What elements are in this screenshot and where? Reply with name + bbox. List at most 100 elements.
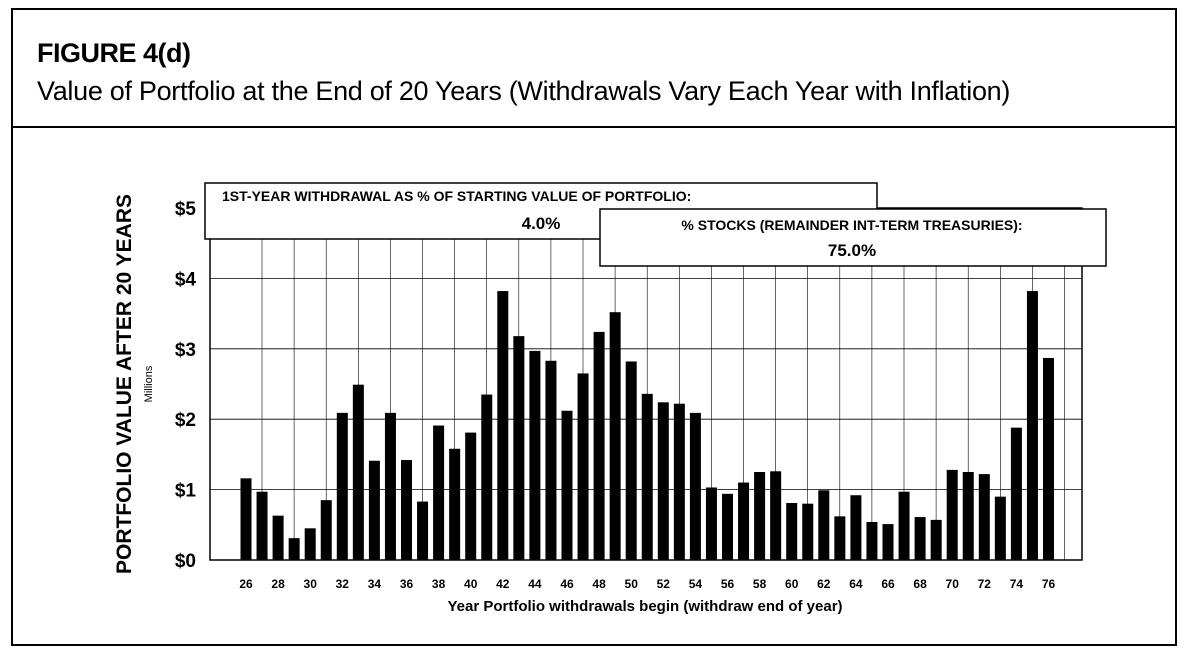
x-tick-label: 52 bbox=[657, 577, 671, 591]
y-tick-label: $3 bbox=[175, 340, 196, 361]
bar-1930 bbox=[304, 528, 316, 560]
y-tick-label: $5 bbox=[175, 199, 197, 220]
bar-1953 bbox=[673, 403, 685, 560]
x-tick-label: 36 bbox=[400, 577, 414, 591]
stocks-info-box: % STOCKS (REMAINDER INT-TERM TREASURIES)… bbox=[599, 208, 1107, 267]
bar-1947 bbox=[577, 373, 589, 560]
bar-1959 bbox=[770, 471, 782, 560]
bar-1928 bbox=[272, 515, 284, 560]
y-axis-units: Millions bbox=[143, 365, 155, 402]
bar-1931 bbox=[320, 500, 332, 560]
x-tick-label: 62 bbox=[817, 577, 831, 591]
bar-1934 bbox=[368, 460, 380, 560]
x-tick-label: 74 bbox=[1010, 577, 1024, 591]
x-axis-title: Year Portfolio withdrawals begin (withdr… bbox=[447, 598, 842, 615]
x-tick-label: 58 bbox=[753, 577, 767, 591]
x-tick-label: 32 bbox=[336, 577, 350, 591]
y-tick-label: $1 bbox=[175, 481, 197, 502]
stocks-label: % STOCKS (REMAINDER INT-TERM TREASURIES)… bbox=[681, 217, 1022, 233]
bar-1969 bbox=[930, 519, 942, 560]
bar-1950 bbox=[625, 361, 637, 560]
x-tick-label: 64 bbox=[849, 577, 863, 591]
bar-1944 bbox=[529, 350, 541, 560]
withdrawal-value: 4.0% bbox=[522, 214, 561, 233]
y-tick-label: $4 bbox=[175, 269, 197, 290]
x-tick-label: 68 bbox=[913, 577, 927, 591]
bar-1945 bbox=[545, 360, 557, 560]
bar-1940 bbox=[465, 432, 477, 560]
x-tick-label: 72 bbox=[978, 577, 992, 591]
x-tick-labels: 26 28 30 32 34 36 38 40 42 44 46 48 50 52 54 56 58 60 62 64… bbox=[239, 577, 1055, 591]
bar-1951 bbox=[641, 393, 653, 560]
bar-1975 bbox=[1026, 291, 1038, 560]
x-tick-label: 26 bbox=[239, 577, 253, 591]
bar-1968 bbox=[914, 517, 926, 560]
withdrawal-info-box: 1ST-YEAR WITHDRAWAL AS % OF STARTING VAL… bbox=[204, 182, 878, 240]
x-tick-label: 34 bbox=[368, 577, 382, 591]
withdrawal-label: 1ST-YEAR WITHDRAWAL AS % OF STARTING VAL… bbox=[222, 188, 691, 204]
bar-1976 bbox=[1043, 357, 1054, 560]
x-tick-label: 40 bbox=[464, 577, 478, 591]
bar-1935 bbox=[384, 412, 396, 560]
bar-1949 bbox=[609, 312, 621, 560]
bar-1972 bbox=[978, 474, 990, 560]
bar-1970 bbox=[946, 469, 958, 560]
bar-1926 bbox=[240, 478, 252, 560]
bar-1952 bbox=[657, 402, 669, 560]
y-tick-label: $2 bbox=[175, 410, 196, 431]
bar-1946 bbox=[561, 410, 573, 560]
figure-subtitle: Value of Portfolio at the End of 20 Year… bbox=[37, 76, 1011, 106]
bar-1948 bbox=[593, 331, 605, 560]
bar-1956 bbox=[722, 493, 733, 560]
bar-1958 bbox=[754, 472, 766, 560]
bar-1938 bbox=[433, 425, 445, 560]
bar-1957 bbox=[738, 482, 750, 560]
x-tick-label: 28 bbox=[271, 577, 285, 591]
bar-1943 bbox=[513, 336, 525, 560]
x-tick-label: 54 bbox=[689, 577, 703, 591]
figure-title: FIGURE 4(d) bbox=[37, 38, 191, 68]
x-tick-label: 42 bbox=[496, 577, 510, 591]
bar-1927 bbox=[256, 491, 268, 560]
bar-1942 bbox=[497, 291, 509, 560]
bar-1960 bbox=[786, 502, 798, 560]
bar-1933 bbox=[352, 384, 364, 560]
x-tick-label: 46 bbox=[560, 577, 574, 591]
bar-1962 bbox=[818, 490, 830, 560]
x-tick-label: 50 bbox=[625, 577, 639, 591]
x-tick-label: 38 bbox=[432, 577, 446, 591]
figure-header: FIGURE 4(d) Value of Portfolio at the En… bbox=[13, 10, 1175, 128]
bar-1961 bbox=[802, 503, 814, 560]
x-tick-label: 70 bbox=[946, 577, 960, 591]
bar-1963 bbox=[834, 516, 846, 560]
bar-1932 bbox=[336, 412, 348, 560]
bar-1971 bbox=[962, 472, 974, 560]
x-tick-label: 60 bbox=[785, 577, 799, 591]
bar-1967 bbox=[898, 491, 910, 560]
bar-1929 bbox=[288, 538, 300, 560]
bar-1954 bbox=[689, 412, 701, 560]
bar-1966 bbox=[882, 524, 894, 560]
figure-frame: FIGURE 4(d) Value of Portfolio at the En… bbox=[11, 8, 1177, 646]
x-tick-label: 56 bbox=[721, 577, 735, 591]
bar-1937 bbox=[417, 501, 429, 560]
x-tick-label: 30 bbox=[304, 577, 318, 591]
x-tick-label: 48 bbox=[592, 577, 606, 591]
bar-1974 bbox=[1010, 427, 1022, 560]
y-tick-labels: $0 $1 $2 $3 $4 $5 bbox=[175, 199, 197, 572]
x-tick-label: 66 bbox=[881, 577, 895, 591]
bar-1955 bbox=[705, 487, 717, 560]
bar-1941 bbox=[481, 394, 493, 560]
bar-1939 bbox=[449, 448, 461, 560]
bar-1964 bbox=[850, 495, 862, 560]
bar-1965 bbox=[866, 521, 878, 560]
y-axis-title: PORTFOLIO VALUE AFTER 20 YEARS bbox=[113, 194, 136, 574]
x-tick-label: 76 bbox=[1042, 577, 1056, 591]
x-tick-label: 44 bbox=[528, 577, 542, 591]
y-tick-label: $0 bbox=[175, 551, 196, 572]
bar-1973 bbox=[994, 496, 1006, 560]
bar-1936 bbox=[401, 460, 412, 560]
chart-bars bbox=[240, 291, 1054, 560]
stocks-value: 75.0% bbox=[828, 241, 876, 260]
